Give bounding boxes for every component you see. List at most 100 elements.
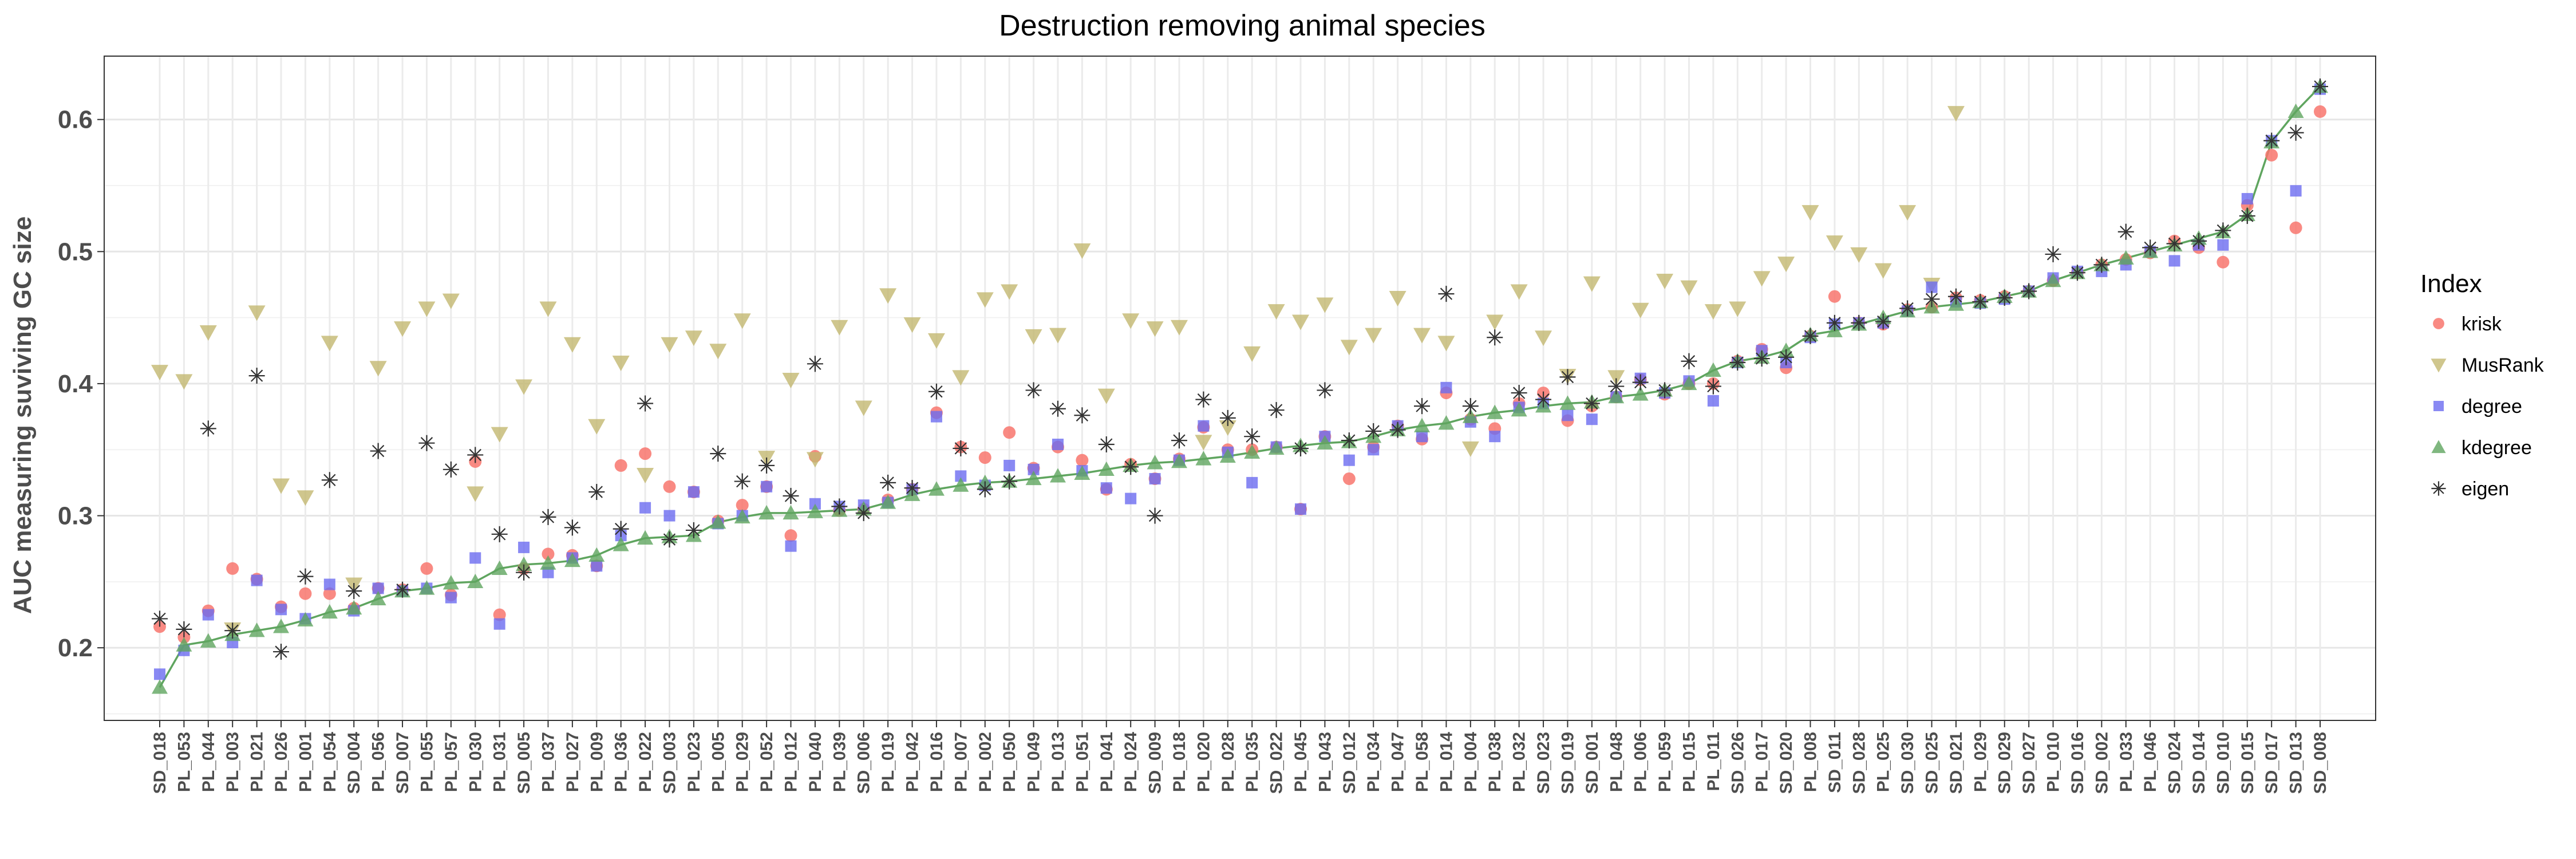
kdegree-point — [1147, 455, 1163, 470]
kdegree-point — [880, 494, 896, 509]
eigen-point — [394, 581, 411, 598]
x-tick-label: PL_050 — [1000, 732, 1019, 792]
eigen-point — [734, 473, 750, 490]
musrank-point — [1656, 274, 1674, 290]
musrank-point — [927, 333, 945, 349]
krisk-point — [493, 608, 506, 621]
degree-point — [1489, 431, 1501, 443]
x-tick-label: PL_001 — [296, 732, 315, 792]
musrank-point — [952, 370, 970, 386]
eigen-point — [1875, 313, 1891, 330]
x-axis-ticks: SD_018 PL_053 PL_044 PL_003 PL_021 PL_026 PL_0… — [151, 720, 2330, 794]
degree-point — [639, 502, 651, 514]
kdegree-point — [1049, 468, 1066, 483]
legend-title: Index — [2420, 270, 2482, 298]
musrank-point — [879, 288, 897, 304]
kdegree-point — [2045, 273, 2061, 287]
eigen-point — [880, 474, 896, 491]
kdegree-point — [491, 560, 508, 575]
x-tick-label: SD_030 — [1898, 732, 1917, 794]
eigen-point — [637, 395, 654, 412]
eigen-point — [442, 461, 459, 478]
degree-point — [202, 609, 214, 621]
eigen-point — [1365, 423, 1382, 439]
eigen-point — [2190, 233, 2207, 249]
x-tick-label: PL_053 — [175, 732, 193, 792]
eigen-point — [1608, 378, 1625, 395]
x-tick-label: PL_010 — [2044, 732, 2063, 792]
eigen-point — [2093, 257, 2110, 273]
musrank-point — [297, 490, 314, 506]
x-tick-label: PL_033 — [2117, 732, 2136, 792]
series-eigen — [152, 78, 2328, 660]
musrank-point — [1292, 314, 1310, 330]
degree-point — [323, 578, 335, 590]
legend-label-krisk: krisk — [2462, 313, 2502, 335]
eigen-point — [1438, 286, 1455, 302]
kdegree-point — [1025, 470, 1042, 486]
grid — [104, 56, 2376, 720]
eigen-point — [564, 519, 580, 536]
krisk-point — [542, 547, 555, 561]
degree-point — [955, 470, 967, 482]
series-kdegree — [152, 78, 2328, 694]
musrank-point — [1437, 336, 1455, 352]
eigen-point — [1001, 473, 1018, 490]
musrank-point — [733, 313, 751, 329]
x-tick-label: SD_007 — [393, 732, 412, 794]
x-tick-label: PL_032 — [1510, 732, 1529, 792]
eigen-point — [1147, 507, 1163, 524]
eigen-point — [1705, 378, 1721, 395]
x-tick-label: PL_037 — [539, 732, 558, 792]
musrank-point — [418, 301, 436, 317]
kdegree-point — [321, 604, 338, 619]
musrank-point — [903, 317, 921, 333]
x-tick-label: PL_045 — [1291, 732, 1310, 792]
x-tick-label: SD_020 — [1777, 732, 1796, 794]
eigen-point — [1123, 459, 1139, 475]
x-tick-label: PL_055 — [417, 732, 436, 792]
eigen-point — [1511, 385, 1527, 401]
x-tick-label: PL_008 — [1801, 732, 1820, 792]
x-tick-label: PL_036 — [612, 732, 631, 792]
kdegree-point — [1244, 444, 1261, 459]
degree-point — [493, 618, 505, 630]
degree-point — [1149, 472, 1161, 484]
kdegree-point — [346, 600, 362, 615]
kdegree-point — [297, 612, 314, 626]
musrank-point — [1535, 330, 1552, 346]
musrank-point — [1826, 235, 1843, 251]
degree-point — [1416, 431, 1428, 443]
x-tick-label: SD_021 — [1947, 732, 1966, 794]
x-tick-label: PL_024 — [1121, 732, 1140, 792]
eigen-point — [588, 484, 605, 501]
eigen-point — [224, 622, 241, 639]
krisk-point — [1828, 290, 1841, 303]
y-tick-label: 0.5 — [58, 238, 93, 266]
degree-point — [2241, 193, 2253, 205]
musrank-point — [1316, 297, 1334, 313]
musrank-point — [394, 321, 412, 337]
kdegree-point — [1462, 408, 1479, 423]
x-tick-label: PL_035 — [1243, 732, 1262, 792]
degree-point — [275, 604, 287, 616]
x-tick-label: PL_041 — [1097, 732, 1116, 792]
musrank-point — [1801, 205, 1819, 221]
x-tick-label: PL_049 — [1025, 732, 1044, 792]
x-tick-label: PL_040 — [806, 732, 825, 792]
eigen-point — [1753, 350, 1770, 367]
musrank-point — [1461, 441, 1479, 457]
x-tick-label: PL_043 — [1315, 732, 1334, 792]
kdegree-point — [1074, 465, 1091, 480]
eigen-point — [248, 368, 265, 384]
x-tick-label: PL_011 — [1704, 732, 1723, 791]
legend-key-eigen — [2431, 481, 2446, 496]
musrank-point — [199, 325, 217, 341]
musrank-point — [1413, 328, 1431, 344]
degree-point — [663, 510, 675, 522]
krisk-point — [2265, 148, 2278, 161]
degree-point — [1586, 413, 1598, 425]
eigen-point — [2239, 208, 2255, 224]
kdegree-point — [1487, 404, 1503, 419]
